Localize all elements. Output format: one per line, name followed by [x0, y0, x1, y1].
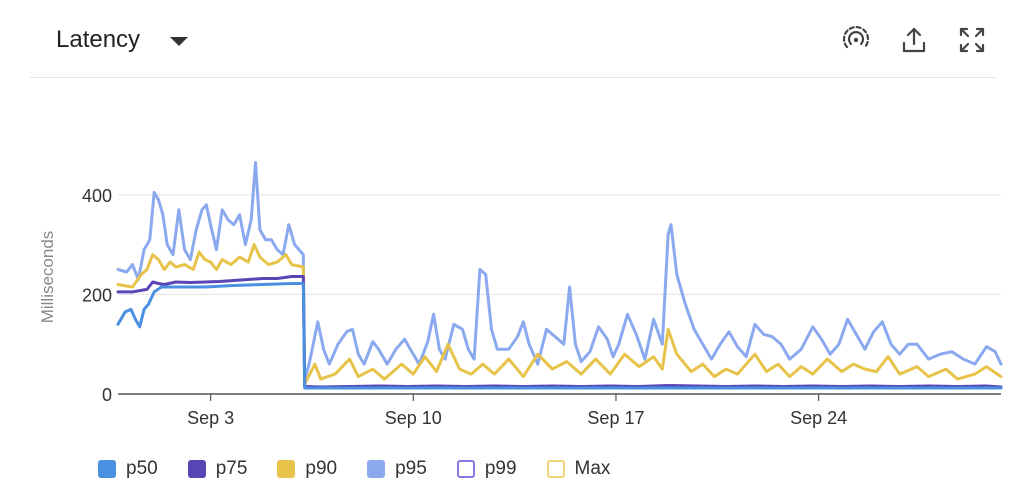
legend-swatch: [367, 460, 386, 478]
series-line-p50: [116, 282, 1003, 390]
y-axis-title: Milliseconds: [38, 231, 57, 324]
x-tick-label: Sep 10: [385, 408, 442, 428]
legend-item-p99[interactable]: p99: [456, 458, 517, 480]
legend-swatch: [277, 460, 296, 478]
chart-legend: p50 p75 p90 p95 p99 Max: [98, 458, 640, 480]
x-tick-label: Sep 3: [187, 408, 234, 428]
legend-item-p90[interactable]: p90: [277, 458, 337, 480]
latency-chart[interactable]: 0 200 400 Milliseconds Sep 3 Sep 10 Sep 17 Sep …: [0, 150, 1026, 440]
upload-icon: [902, 27, 926, 53]
broadcast-icon: [842, 25, 870, 49]
legend-swatch: [187, 460, 206, 478]
legend-item-p50[interactable]: p50: [98, 458, 158, 480]
panel-header: Latency: [30, 0, 996, 78]
title-dropdown[interactable]: Latency: [56, 26, 189, 54]
expand-icon: [959, 27, 985, 53]
legend-label: Max: [574, 458, 611, 479]
legend-swatch: [98, 460, 116, 478]
share-button[interactable]: [898, 24, 930, 56]
fullscreen-button[interactable]: [956, 24, 988, 56]
toolbar: [840, 24, 988, 56]
legend-swatch: [546, 460, 565, 478]
series-line-p75: [116, 275, 1003, 389]
x-tick-label: Sep 17: [587, 408, 644, 428]
panel-title: Latency: [56, 26, 141, 53]
y-tick-label: 0: [102, 385, 112, 405]
caret-down-icon: [170, 36, 189, 46]
legend-label: p90: [305, 458, 338, 479]
y-tick-label: 400: [82, 186, 112, 206]
legend-item-p95[interactable]: p95: [367, 458, 427, 480]
legend-swatch: [456, 460, 475, 478]
legend-label: p95: [395, 458, 427, 479]
legend-label: p50: [126, 458, 158, 479]
series-line-p90: [116, 243, 1003, 386]
y-tick-label: 200: [82, 285, 112, 305]
legend-item-max[interactable]: Max: [546, 458, 611, 480]
live-button[interactable]: [840, 24, 872, 56]
x-tick-label: Sep 24: [790, 408, 847, 428]
legend-item-p75[interactable]: p75: [187, 458, 248, 480]
series-line-p95: [116, 161, 1003, 381]
legend-label: p75: [215, 458, 248, 479]
legend-label: p99: [484, 458, 517, 479]
